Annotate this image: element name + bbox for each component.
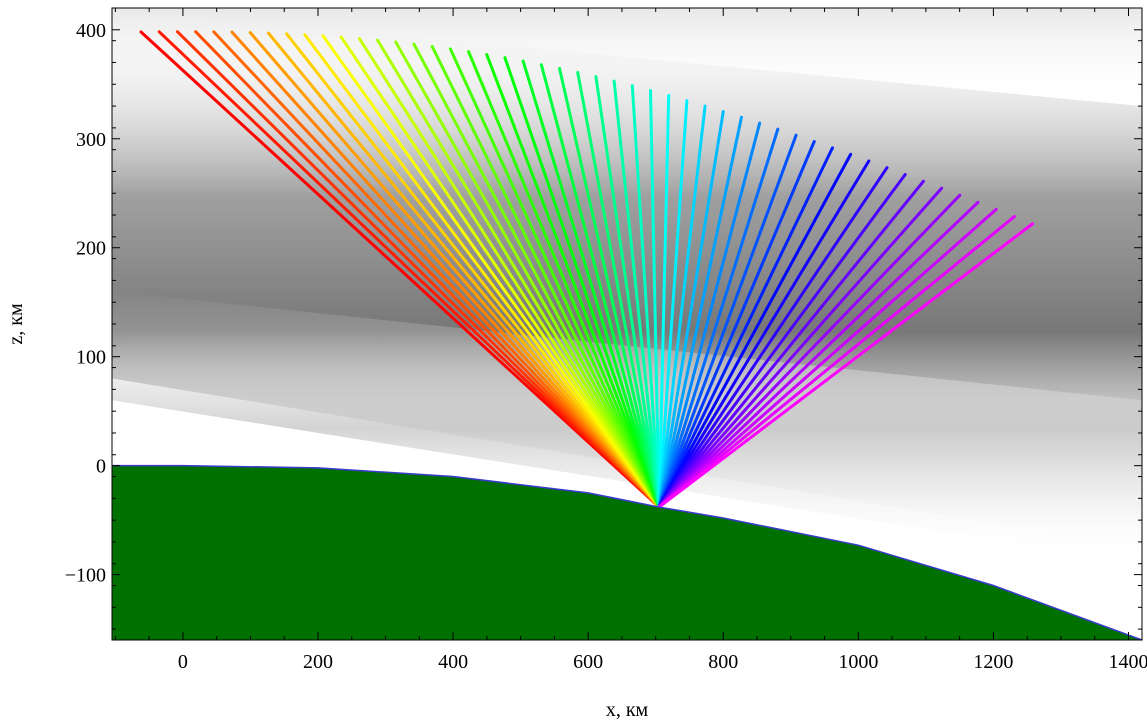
ray-27 bbox=[612, 79, 661, 509]
ray-16 bbox=[412, 42, 661, 509]
ray-37 bbox=[657, 133, 798, 509]
x-tick-label: 1400 bbox=[1108, 651, 1147, 673]
ray-19 bbox=[467, 50, 661, 509]
ray-21 bbox=[503, 56, 661, 509]
ray-14 bbox=[376, 38, 661, 509]
y-axis-label: z, км bbox=[5, 303, 27, 345]
ray-bundle bbox=[139, 30, 1035, 509]
x-tick-label: 400 bbox=[438, 651, 468, 673]
ray-22 bbox=[521, 59, 661, 509]
x-tick-label: 1200 bbox=[973, 651, 1013, 673]
x-tick-label: 200 bbox=[303, 651, 333, 673]
ray-43 bbox=[657, 172, 907, 509]
ground-fill bbox=[112, 465, 1142, 640]
ray-40 bbox=[657, 152, 853, 509]
ray-3 bbox=[175, 30, 661, 509]
y-tick-label: 100 bbox=[76, 347, 106, 369]
ray-48 bbox=[657, 207, 998, 509]
ray-41 bbox=[657, 159, 871, 509]
ray-4 bbox=[194, 30, 661, 509]
ray-20 bbox=[485, 53, 661, 509]
ray-38 bbox=[657, 139, 816, 509]
ground-surface bbox=[112, 464, 1143, 641]
ray-49 bbox=[657, 215, 1016, 509]
ray-46 bbox=[657, 193, 962, 509]
x-tick-label: 800 bbox=[708, 651, 738, 673]
ray-13 bbox=[357, 37, 661, 509]
y-tick-label: 200 bbox=[76, 238, 106, 260]
ray-44 bbox=[657, 179, 925, 509]
ray-36 bbox=[657, 127, 780, 509]
ray-9 bbox=[285, 32, 661, 509]
y-tick-label: −100 bbox=[65, 565, 106, 587]
ray-25 bbox=[576, 70, 661, 509]
ray-2 bbox=[157, 30, 661, 509]
ray-28 bbox=[630, 84, 661, 509]
ray-30 bbox=[657, 94, 671, 509]
ray-1 bbox=[139, 30, 661, 509]
ray-24 bbox=[558, 66, 661, 509]
ray-6 bbox=[230, 30, 661, 509]
ray-29 bbox=[648, 89, 661, 509]
x-tick-label: 0 bbox=[178, 651, 188, 673]
ray-8 bbox=[266, 31, 661, 509]
ray-45 bbox=[657, 186, 944, 509]
ray-39 bbox=[657, 146, 834, 509]
ray-10 bbox=[303, 33, 661, 509]
ray-17 bbox=[430, 44, 661, 509]
ray-12 bbox=[339, 35, 661, 509]
ray-31 bbox=[657, 99, 689, 509]
ray-5 bbox=[212, 30, 661, 509]
ray-33 bbox=[657, 110, 725, 509]
ray-23 bbox=[539, 63, 661, 509]
ray-50 bbox=[657, 222, 1035, 509]
ray-15 bbox=[394, 40, 661, 509]
ray-47 bbox=[657, 200, 980, 509]
ray-18 bbox=[448, 47, 661, 509]
axis-ticks: 0 200 400 600 800 1000 1200 1400 −100 0 100 200 300 4… bbox=[65, 8, 1147, 673]
y-tick-label: 400 bbox=[76, 20, 106, 42]
x-axis-label: x, км bbox=[606, 699, 649, 721]
ray-32 bbox=[657, 104, 707, 509]
ray-34 bbox=[657, 115, 743, 509]
ground-outline bbox=[112, 464, 1143, 641]
ray-26 bbox=[594, 75, 661, 509]
x-tick-label: 1000 bbox=[838, 651, 878, 673]
y-tick-label: 300 bbox=[76, 129, 106, 151]
y-tick-label: 0 bbox=[96, 456, 106, 478]
ray-11 bbox=[321, 34, 661, 509]
x-tick-label: 600 bbox=[573, 651, 603, 673]
ray-35 bbox=[657, 121, 762, 509]
ray-7 bbox=[248, 31, 661, 509]
ray-42 bbox=[657, 166, 889, 509]
